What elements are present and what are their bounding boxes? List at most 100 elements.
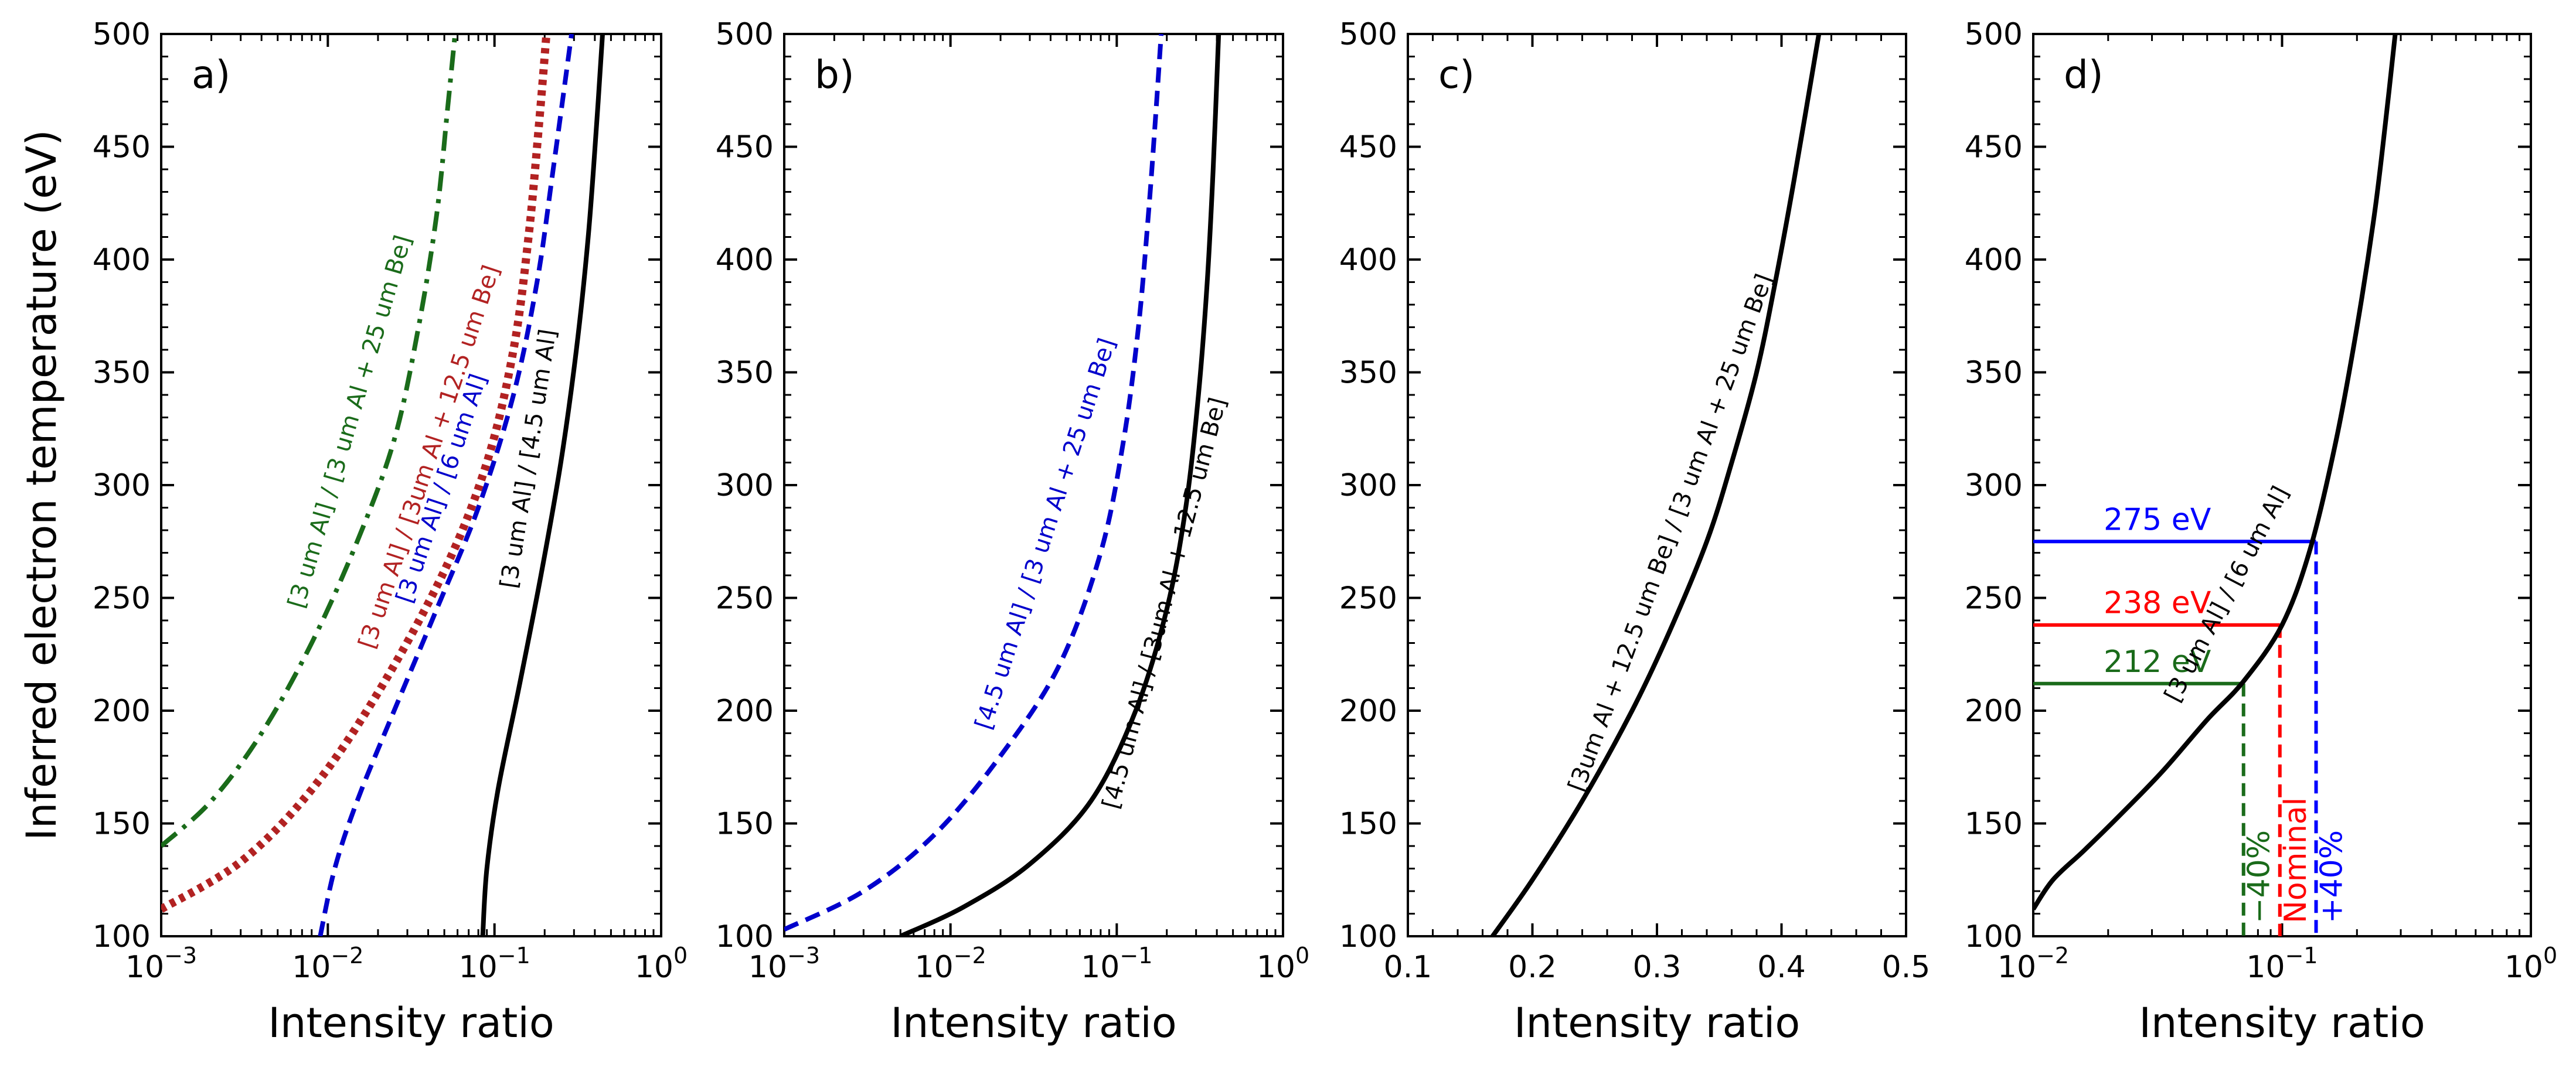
x-tick-label: 10−2 <box>1997 943 2069 985</box>
ratio-label: +40% <box>2315 830 2350 923</box>
x-tick-label: 10−1 <box>459 943 530 985</box>
y-tick-label: 250 <box>1965 581 2023 616</box>
plot-area <box>784 34 1221 936</box>
series-line <box>161 34 458 848</box>
y-tick-label: 450 <box>716 130 774 165</box>
tick-exponent: −1 <box>498 943 530 968</box>
tick-exponent: −3 <box>787 943 820 968</box>
y-tick-label: 350 <box>716 356 774 391</box>
y-tick-label: 300 <box>93 468 151 503</box>
x-tick-label: 0.4 <box>1757 950 1806 985</box>
temperature-label: 212 eV <box>2104 644 2211 680</box>
x-axis-label: Intensity ratio <box>890 999 1176 1047</box>
y-tick-label: 100 <box>93 919 151 954</box>
tick-base: 10 <box>1081 950 1119 985</box>
tick-exponent: 0 <box>673 943 688 968</box>
axes-frame <box>2032 33 2532 937</box>
y-tick-label: 500 <box>1339 17 1397 52</box>
y-tick-label: 500 <box>93 17 151 52</box>
y-tick-label: 500 <box>716 17 774 52</box>
y-tick-label: 450 <box>1965 130 2023 165</box>
panel-2: 10−3 10−2 10−1 1001001502002503003504004505… <box>716 17 1309 1047</box>
x-tick-label: 0.3 <box>1633 950 1682 985</box>
x-axis-label: Intensity ratio <box>1514 999 1800 1047</box>
y-tick-label: 150 <box>1339 807 1397 842</box>
y-tick-label: 200 <box>716 694 774 729</box>
ratio-label: −40% <box>2242 830 2277 923</box>
y-tick-label: 250 <box>93 581 151 616</box>
tick-exponent: −3 <box>164 943 197 968</box>
x-tick-label: 100 <box>2504 943 2557 985</box>
y-tick-label: 150 <box>93 807 151 842</box>
panel-4: 10−2 10−1 100100150200250300350400450500In… <box>1965 17 2557 1047</box>
y-tick-label: 350 <box>1965 356 2023 391</box>
tick-base: 10 <box>2504 950 2543 985</box>
series-line <box>161 34 551 913</box>
y-tick-label: 200 <box>93 694 151 729</box>
x-axis-label: Intensity ratio <box>268 999 554 1047</box>
panel-letter: a) <box>192 52 230 97</box>
plot-area <box>1491 34 1822 936</box>
series-line <box>899 34 1221 936</box>
series-line <box>1491 34 1822 936</box>
y-axis-label: Inferred electron temperature (eV) <box>18 129 66 840</box>
axes-frame <box>160 33 662 937</box>
tick-exponent: −1 <box>2285 943 2318 968</box>
y-tick-label: 100 <box>716 919 774 954</box>
y-tick-label: 400 <box>1965 243 2023 278</box>
ratio-label: Nominal <box>2278 797 2313 923</box>
tick-base: 10 <box>125 950 164 985</box>
tick-base: 10 <box>635 950 673 985</box>
x-tick-label: 10−2 <box>292 943 363 985</box>
series-line <box>784 34 1164 932</box>
y-tick-label: 450 <box>1339 130 1397 165</box>
temperature-label: 238 eV <box>2104 586 2211 621</box>
tick-exponent: 0 <box>2543 943 2557 968</box>
x-axis-label: Intensity ratio <box>2139 999 2425 1047</box>
panel-letter: b) <box>815 52 855 97</box>
x-tick-label: 10−1 <box>2246 943 2318 985</box>
y-tick-label: 300 <box>1339 468 1397 503</box>
tick-exponent: 0 <box>1295 943 1309 968</box>
panel-1: 10−3 10−2 10−1 1001001502002503003504004505… <box>93 17 688 1047</box>
y-tick-label: 450 <box>93 130 151 165</box>
y-tick-label: 250 <box>716 581 774 616</box>
x-tick-label: 0.5 <box>1882 950 1931 985</box>
y-tick-label: 300 <box>716 468 774 503</box>
plot-area <box>2033 34 2398 936</box>
y-tick-label: 100 <box>1965 919 2023 954</box>
y-tick-label: 250 <box>1339 581 1397 616</box>
tick-exponent: −1 <box>1119 943 1152 968</box>
tick-exponent: −2 <box>954 943 986 968</box>
y-tick-label: 350 <box>1339 356 1397 391</box>
y-tick-label: 400 <box>1339 243 1397 278</box>
x-tick-label: 0.1 <box>1384 950 1432 985</box>
tick-base: 10 <box>748 950 787 985</box>
x-tick-label: 10−3 <box>125 943 197 985</box>
temperature-label: 275 eV <box>2104 502 2211 537</box>
y-tick-label: 150 <box>1965 807 2023 842</box>
tick-base: 10 <box>915 950 954 985</box>
x-tick-label: 100 <box>635 943 688 985</box>
y-tick-label: 200 <box>1965 694 2023 729</box>
y-tick-label: 400 <box>716 243 774 278</box>
x-tick-label: 10−2 <box>915 943 986 985</box>
panel-3: 0.1 0.2 0.3 0.4 0.5 100 150 200 250 300 350 400 450 5… <box>1339 17 1931 1047</box>
y-tick-label: 400 <box>93 243 151 278</box>
y-tick-label: 300 <box>1965 468 2023 503</box>
y-tick-label: 200 <box>1339 694 1397 729</box>
y-tick-label: 500 <box>1965 17 2023 52</box>
y-tick-label: 150 <box>716 807 774 842</box>
tick-base: 10 <box>459 950 498 985</box>
curve-label: [4.5 um Al] / [3um Al + 12.5 um Be] <box>1097 395 1232 812</box>
y-tick-label: 350 <box>93 356 151 391</box>
tick-base: 10 <box>1257 950 1295 985</box>
x-tick-label: 0.2 <box>1508 950 1557 985</box>
x-tick-label: 10−3 <box>748 943 820 985</box>
curve-label: [4.5 um Al] / [3 um Al + 25 um Be] <box>970 335 1121 733</box>
panel-letter: c) <box>1438 52 1475 97</box>
tick-exponent: −2 <box>2036 943 2069 968</box>
x-tick-label: 100 <box>1257 943 1309 985</box>
series-line <box>318 34 574 936</box>
